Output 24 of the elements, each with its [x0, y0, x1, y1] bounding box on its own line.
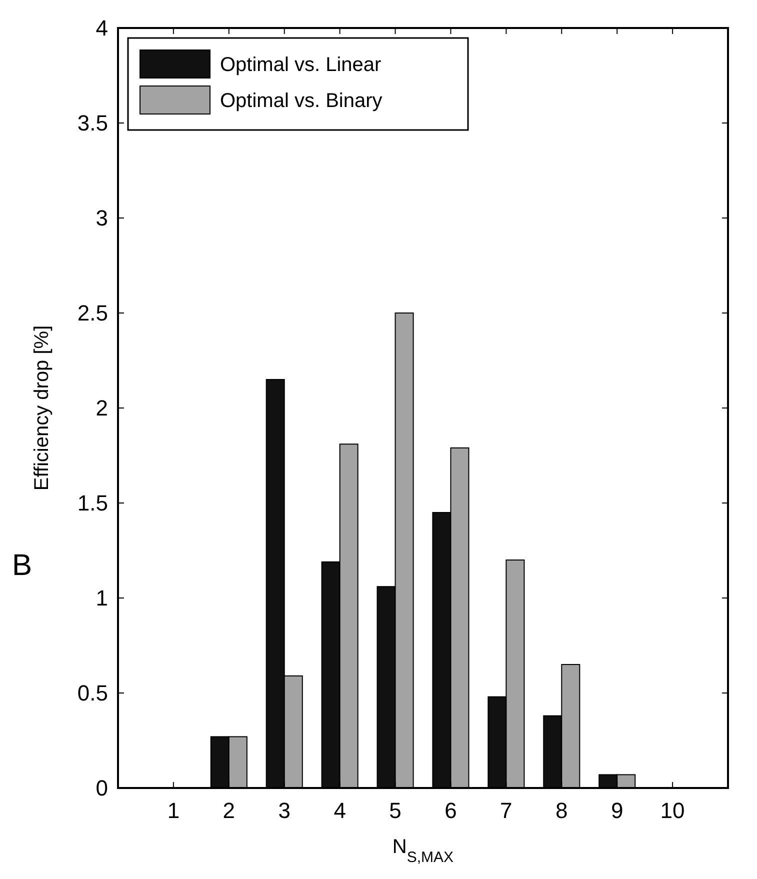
x-tick-label: 7	[500, 798, 512, 823]
x-tick-label: 2	[222, 798, 236, 823]
y-tick-label: 3.5	[77, 110, 108, 136]
y-axis-title: Efficiency drop [%]	[31, 325, 53, 491]
y-tick-label: 1	[96, 586, 108, 611]
x-tick-label: 3	[278, 798, 290, 823]
x-tick-label: 10	[660, 798, 685, 823]
x-tick-label: 4	[334, 798, 346, 823]
y-tick-label: 0.5	[77, 680, 108, 706]
y-tick-label: 0	[96, 776, 108, 801]
y-tick-label: 2.5	[77, 300, 108, 326]
x-tick-label: 8	[556, 798, 568, 823]
legend-label: Optimal vs. Binary	[220, 90, 382, 112]
x-axis-title: N$_{S,MAX}$	[392, 836, 454, 866]
y-tick-label: 4	[96, 16, 108, 41]
text: B	[12, 549, 32, 582]
legend-label: Optimal vs. Linear	[220, 54, 382, 76]
x-tick-label: 6	[444, 798, 457, 823]
y-tick-label: 3	[96, 206, 108, 231]
y-tick-label: 2	[96, 396, 108, 421]
x-tick-label: 5	[389, 798, 402, 823]
y-tick-label: 1.5	[77, 490, 108, 516]
x-tick-label: 9	[610, 798, 624, 823]
x-tick-label: 1	[167, 798, 180, 823]
